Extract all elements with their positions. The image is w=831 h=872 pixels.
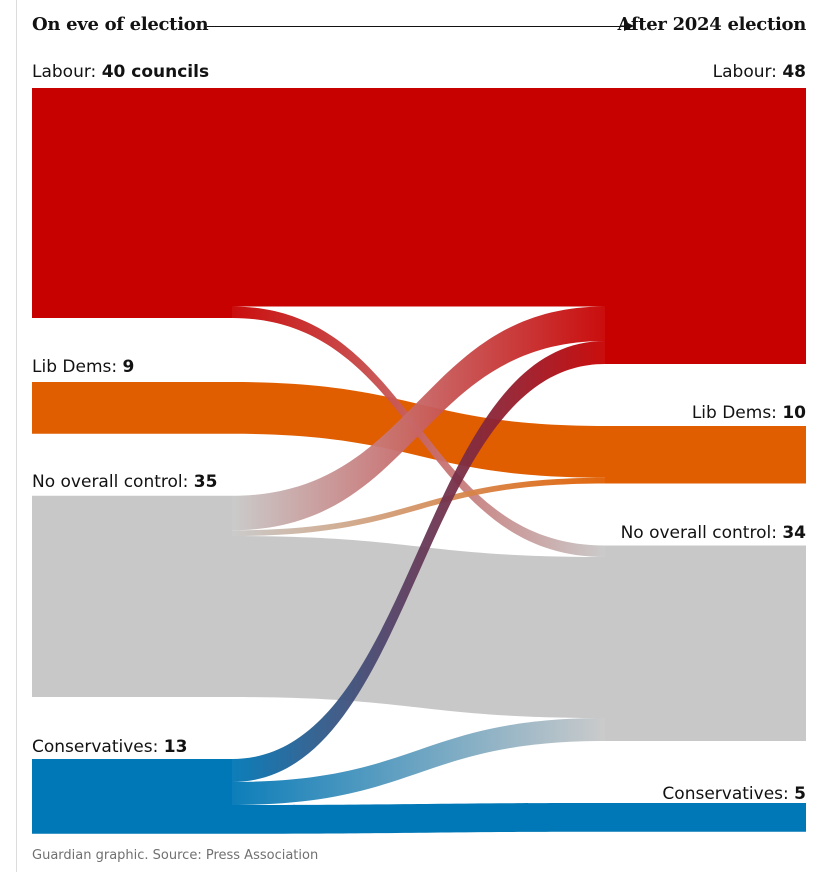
left-bar-con [32, 759, 232, 834]
right-label-labour: Labour: 48 [712, 62, 806, 82]
flow-con-to-con [232, 803, 605, 834]
right-bar-con [605, 803, 806, 832]
flow-noc-to-ld [232, 477, 605, 536]
left-bar-ld [32, 382, 232, 434]
left-column-title: On eve of election [32, 14, 209, 35]
source-note: Guardian graphic. Source: Press Associat… [32, 848, 319, 863]
right-label-lib-dems: Lib Dems: 10 [691, 403, 806, 423]
time-arrow-line [207, 26, 627, 27]
flow-lab-to-lab [232, 88, 605, 307]
right-label-conservatives: Conservatives: 5 [662, 784, 806, 804]
right-bar-lab [605, 88, 806, 364]
left-rule [16, 0, 17, 872]
right-bar-ld [605, 426, 806, 484]
flow-con-to-lab [232, 341, 605, 782]
left-label-lib-dems: Lib Dems: 9 [32, 357, 135, 377]
right-bar-noc [605, 545, 806, 741]
left-bar-lab [32, 88, 232, 318]
right-label-no-overall-control: No overall control: 34 [620, 523, 806, 543]
left-label-labour: Labour: 40 councils [32, 62, 210, 82]
flow-noc-to-noc [232, 536, 605, 718]
arrow-right-icon [624, 21, 634, 31]
left-bar-noc [32, 495, 232, 697]
flow-con-to-noc [232, 718, 605, 805]
left-label-no-overall-control: No overall control: 35 [32, 472, 218, 492]
flow-noc-to-lab [232, 306, 605, 531]
right-column-title: After 2024 election [617, 14, 806, 35]
left-label-conservatives: Conservatives: 13 [32, 737, 188, 757]
